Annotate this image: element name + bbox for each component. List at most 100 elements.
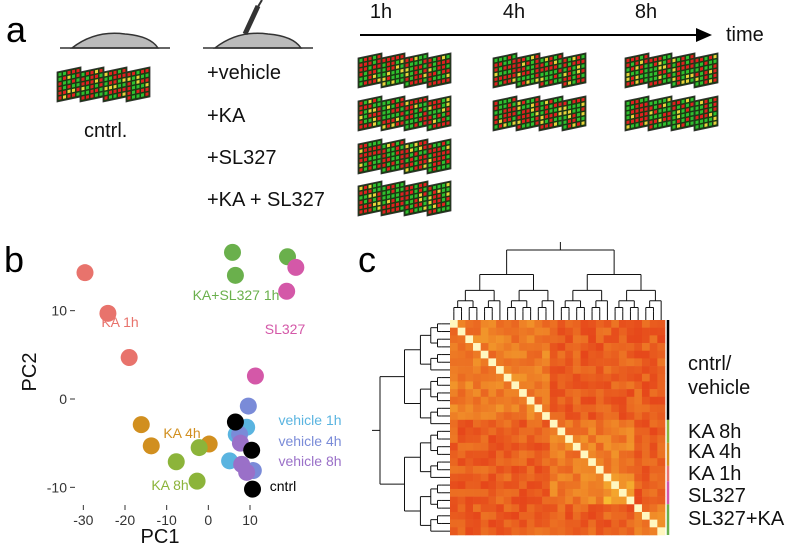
- chip-spot: [127, 77, 131, 82]
- chip-spot: [654, 114, 657, 119]
- chip-spot: [512, 64, 516, 68]
- chip-spot: [709, 65, 712, 69]
- chip-spot: [364, 194, 367, 199]
- chip-spot: [400, 159, 404, 164]
- array-chip: [426, 95, 452, 132]
- chip-spot: [581, 78, 585, 83]
- chip-spot: [446, 102, 450, 107]
- heat-cell: [595, 519, 604, 528]
- chip-spot: [442, 65, 445, 69]
- heat-cell: [595, 435, 604, 444]
- chip-spot: [373, 117, 376, 122]
- chip-spot: [368, 166, 372, 170]
- heat-cell: [580, 427, 589, 436]
- chip-spot: [577, 98, 580, 103]
- chip-spot: [373, 122, 376, 127]
- heat-cell: [511, 389, 520, 398]
- chip-spot: [419, 65, 422, 69]
- heat-cell: [511, 465, 520, 474]
- heat-cell: [557, 373, 566, 382]
- chip-spot: [104, 86, 108, 91]
- chip-spot: [517, 67, 521, 72]
- chip-spot: [558, 102, 562, 107]
- chip-spot: [141, 74, 144, 79]
- heat-cell: [511, 427, 520, 436]
- chip-spot: [423, 97, 427, 102]
- chip-spot: [104, 91, 108, 96]
- heat-cell: [496, 473, 505, 482]
- heat-cell: [603, 335, 612, 344]
- heat-cell: [572, 504, 581, 513]
- heat-cell: [542, 488, 551, 497]
- heat-cell: [503, 427, 512, 436]
- heat-cell: [557, 366, 566, 375]
- heat-cell: [488, 381, 497, 390]
- heat-cell: [595, 527, 604, 536]
- chip-spot: [704, 123, 708, 127]
- chip-spot: [433, 185, 436, 190]
- heat-cell: [473, 511, 482, 520]
- heat-cell: [565, 381, 574, 390]
- chip-spot: [499, 100, 502, 105]
- chip-spot: [690, 68, 694, 73]
- heat-cell: [503, 350, 512, 359]
- heat-cell: [450, 396, 458, 405]
- chip-spot: [686, 65, 689, 69]
- chip-spot: [563, 72, 567, 77]
- chip-spot: [391, 184, 395, 189]
- heat-cell: [557, 343, 566, 352]
- heat-cell: [618, 496, 627, 505]
- heat-cell: [611, 481, 620, 490]
- chip-spot: [410, 124, 413, 128]
- heat-cell: [496, 373, 505, 382]
- chip-spot: [672, 63, 676, 68]
- chip-spot: [67, 84, 71, 89]
- chip-spot: [423, 73, 427, 78]
- chip-spot: [442, 141, 445, 146]
- chip-spot: [368, 123, 372, 127]
- heat-cell: [496, 488, 505, 497]
- chip-spot: [572, 75, 576, 80]
- chip-spot: [644, 111, 648, 116]
- heat-cell: [649, 350, 658, 359]
- chip-spot: [391, 156, 395, 161]
- chip-spot: [531, 98, 534, 103]
- chip-spot: [713, 107, 717, 111]
- chip-spot: [522, 81, 525, 85]
- heat-cell: [618, 450, 627, 459]
- heat-cell: [526, 381, 535, 390]
- chip-spot: [364, 109, 367, 114]
- heat-cell: [480, 427, 489, 436]
- chip-spot: [410, 57, 413, 62]
- panel-label: c: [358, 239, 376, 280]
- chip-spot: [499, 81, 502, 85]
- heat-cell: [580, 435, 589, 444]
- chip-spot: [132, 71, 135, 76]
- mouse-injected: [203, 0, 313, 49]
- heat-cell: [641, 335, 650, 344]
- heat-cell: [565, 519, 574, 528]
- chip-spot: [437, 152, 441, 156]
- chip-spot: [391, 66, 395, 70]
- chip-spot: [549, 104, 553, 109]
- chip-spot: [558, 116, 562, 121]
- chip-spot: [446, 201, 450, 206]
- chip-spot: [581, 116, 585, 121]
- heat-cell: [588, 358, 597, 367]
- chip-spot: [667, 73, 671, 78]
- heat-cell: [580, 450, 589, 459]
- chip-spot: [382, 205, 386, 210]
- heat-cell: [657, 419, 666, 428]
- heat-cell: [480, 450, 489, 459]
- chip-spot: [494, 110, 498, 115]
- heat-cell: [649, 389, 658, 398]
- group-label: SL327: [688, 485, 746, 507]
- chip-spot: [631, 105, 634, 110]
- chip-spot: [494, 106, 498, 111]
- chip-spot: [549, 99, 553, 104]
- array-chip: [102, 66, 128, 103]
- chip-spot: [136, 70, 140, 75]
- chip-spot: [549, 70, 553, 75]
- chip-spot: [359, 63, 363, 68]
- chip-spot: [364, 199, 367, 204]
